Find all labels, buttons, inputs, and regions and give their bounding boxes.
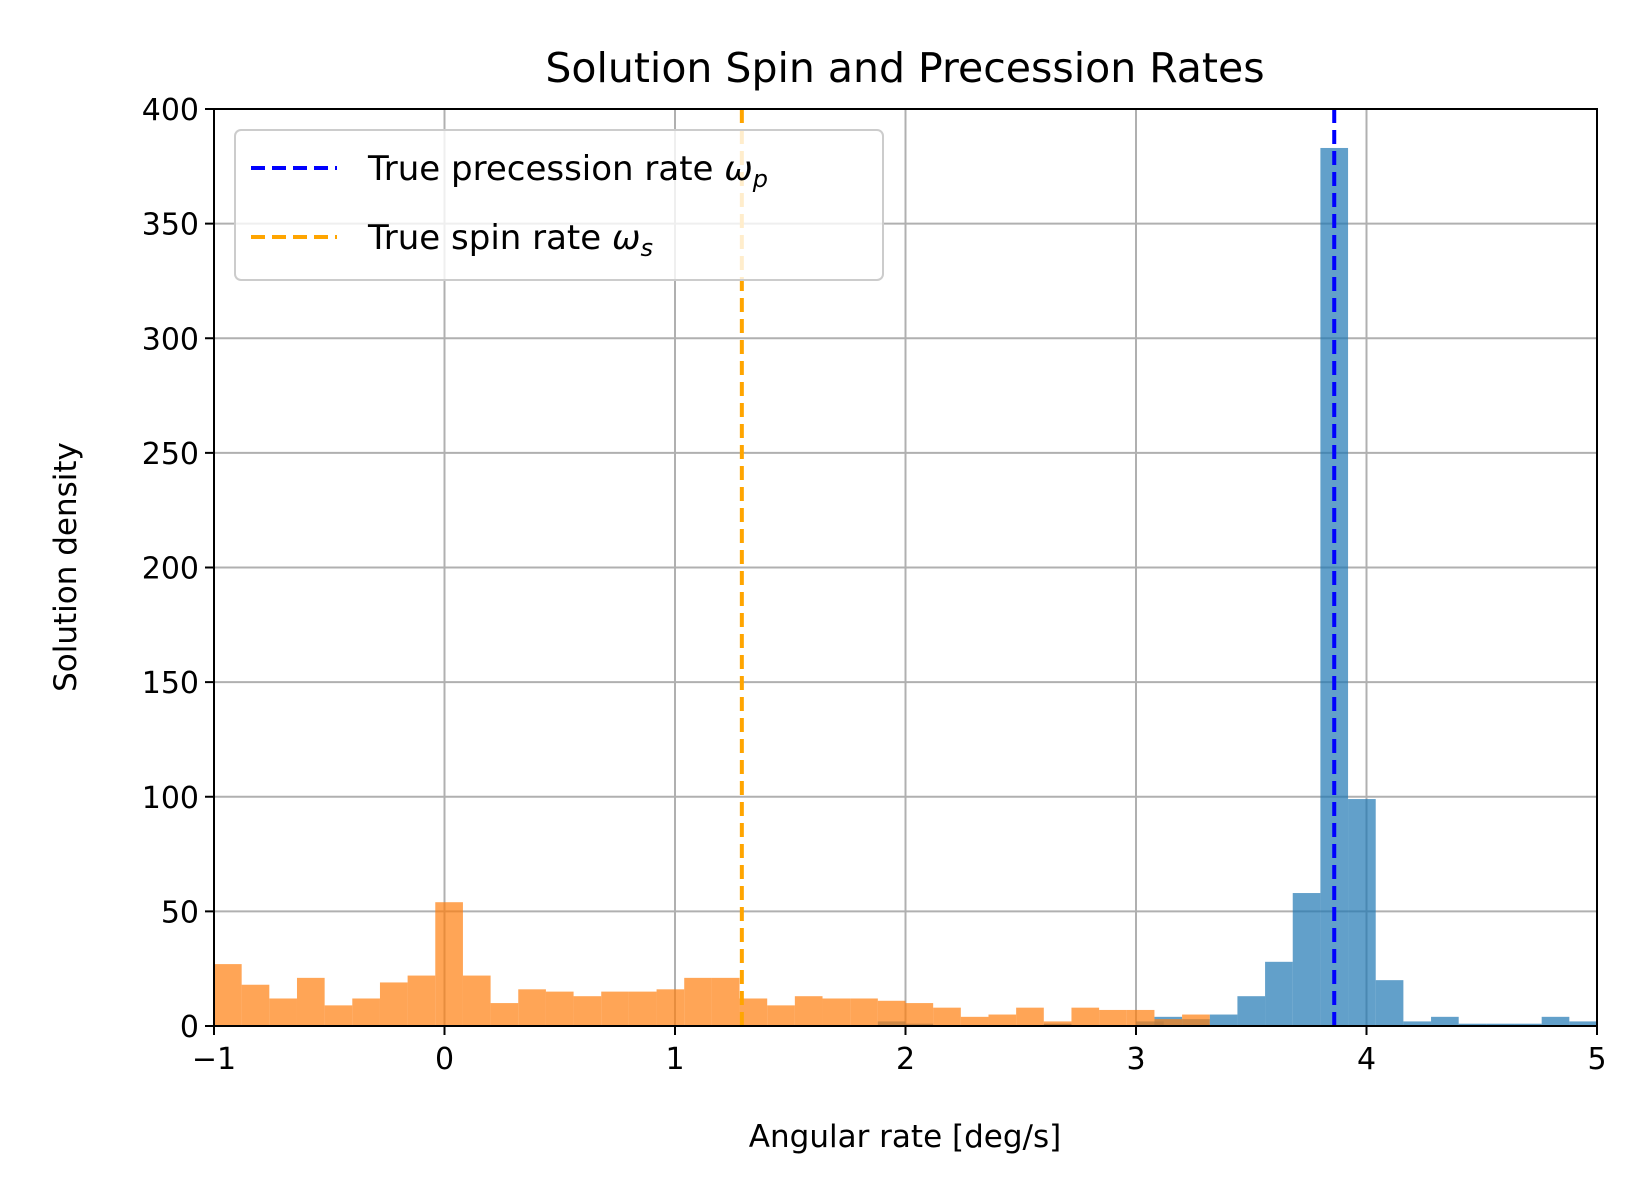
bar-precession-12	[1375, 980, 1404, 1026]
bar-spin-3	[296, 977, 325, 1026]
bar-spin-0	[214, 964, 242, 1026]
bar-spin-1	[241, 984, 270, 1026]
y-tick-label-4: 200	[142, 552, 199, 587]
bar-spin-21	[794, 996, 823, 1026]
y-tick-label-5: 250	[142, 437, 199, 472]
x-tick-label-0: −1	[192, 1042, 236, 1077]
y-tick-label-3: 150	[142, 666, 199, 701]
bar-spin-35	[1182, 1014, 1210, 1026]
chart-title: Solution Spin and Precession Rates	[545, 44, 1264, 92]
y-tick-label-0: 0	[180, 1010, 199, 1045]
bar-spin-16	[656, 989, 685, 1026]
x-axis-label: Angular rate [deg/s]	[749, 1119, 1061, 1155]
y-tick-label-2: 100	[142, 781, 199, 816]
bar-spin-25	[905, 1003, 934, 1026]
y-tick-label-6: 300	[142, 322, 199, 357]
bar-spin-5	[352, 998, 380, 1026]
bar-spin-32	[1099, 1009, 1127, 1026]
bar-spin-7	[407, 975, 436, 1026]
bar-spin-14	[601, 991, 629, 1026]
bar-spin-28	[988, 1014, 1017, 1026]
legend-label-precession: True precession rate ωp	[367, 149, 768, 193]
legend-box	[234, 129, 884, 281]
y-tick-label-1: 50	[161, 895, 199, 930]
bar-precession-17	[1514, 1023, 1542, 1026]
bar-spin-13	[573, 996, 602, 1026]
bar-precession-16	[1486, 1023, 1515, 1026]
bar-spin-17	[684, 977, 712, 1026]
bar-spin-12	[545, 991, 574, 1026]
bar-spin-10	[490, 1003, 519, 1026]
bar-precession-11	[1348, 799, 1376, 1026]
x-tick-label-3: 2	[896, 1042, 915, 1077]
bar-precession-15	[1458, 1023, 1487, 1026]
x-tick-label-2: 1	[665, 1042, 684, 1077]
bar-spin-19	[739, 998, 768, 1026]
bar-precession-7	[1237, 996, 1266, 1026]
bar-spin-11	[518, 989, 546, 1026]
bar-spin-30	[1043, 1021, 1072, 1026]
bar-spin-8	[435, 902, 463, 1026]
y-axis-label: Solution density	[48, 442, 84, 692]
bar-precession-13	[1403, 1021, 1432, 1026]
bar-spin-18	[711, 977, 740, 1026]
x-tick-label-4: 3	[1126, 1042, 1145, 1077]
bar-spin-26	[933, 1007, 961, 1026]
bar-spin-31	[1071, 1007, 1100, 1026]
bar-spin-20	[767, 1005, 795, 1026]
y-axis-ticks: 0 50 100 150 200 250 300 350 400	[142, 93, 214, 1045]
bar-precession-9	[1292, 893, 1321, 1026]
bar-precession-6	[1209, 1014, 1238, 1026]
bar-precession-14	[1431, 1016, 1459, 1026]
bar-precession-18	[1541, 1016, 1570, 1026]
y-tick-label-7: 350	[142, 208, 199, 243]
bar-spin-33	[1126, 1009, 1155, 1026]
x-axis-ticks: −1 0 1 2 3 4 5	[192, 1026, 1607, 1077]
bar-spin-6	[379, 982, 408, 1026]
histogram-bars	[214, 147, 1597, 1026]
bar-spin-4	[324, 1005, 353, 1026]
legend-label-spin: True spin rate ωs	[367, 218, 653, 262]
bar-spin-15	[628, 991, 657, 1026]
x-tick-label-1: 0	[435, 1042, 454, 1077]
bar-spin-24	[877, 1000, 906, 1026]
y-tick-label-8: 400	[142, 93, 199, 128]
bar-spin-22	[822, 998, 851, 1026]
legend: True precession rate ωp True spin rate ωs	[234, 129, 884, 281]
bar-spin-29	[1016, 1007, 1044, 1026]
bar-spin-27	[960, 1016, 989, 1026]
bar-precession-10	[1320, 147, 1349, 1026]
bar-spin-34	[1154, 1019, 1183, 1026]
bar-precession-8	[1265, 961, 1293, 1026]
bar-spin-2	[269, 998, 297, 1026]
bar-precession-19	[1569, 1021, 1597, 1026]
bar-spin-23	[850, 998, 878, 1026]
bar-spin-9	[462, 975, 491, 1026]
x-tick-label-5: 4	[1357, 1042, 1376, 1077]
x-tick-label-6: 5	[1587, 1042, 1606, 1077]
